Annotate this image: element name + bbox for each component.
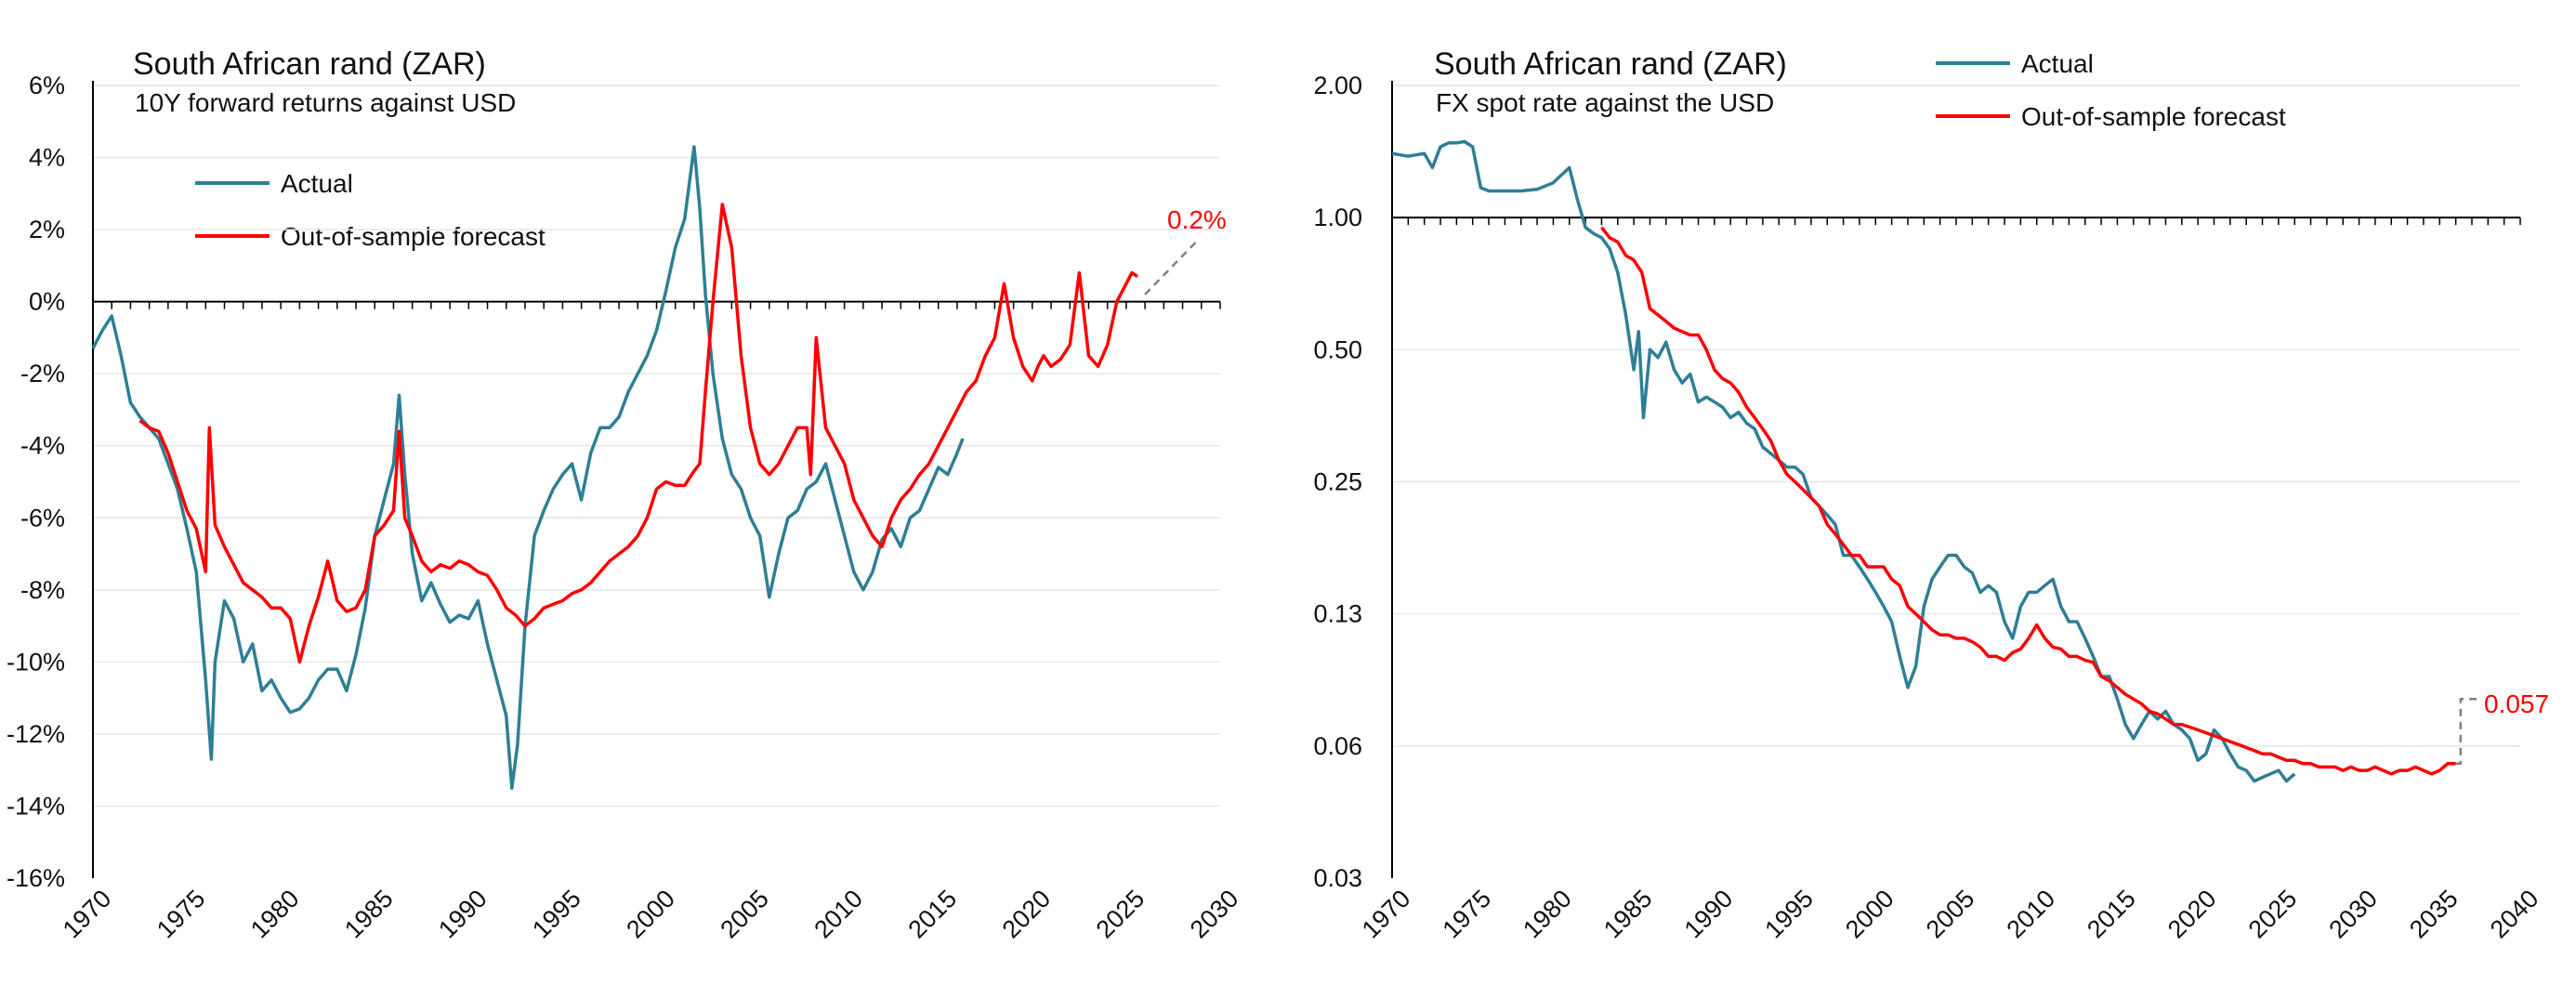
left-x-tick-label: 2025 <box>1091 885 1150 944</box>
left-x-tick-label: 1975 <box>151 885 211 944</box>
right-x-tick-label: 2015 <box>2082 885 2141 944</box>
left-series-out-of-sample-forecast <box>138 203 1138 664</box>
right-x-tick-label: 2010 <box>2002 885 2061 944</box>
left-x-tick-label: 1985 <box>339 885 399 944</box>
right-x-tick-label: 1975 <box>1438 885 1497 944</box>
left-y-tick-label: 6% <box>29 72 65 99</box>
right-y-tick-label: 2.00 <box>1313 72 1362 99</box>
left-x-tick-label: 1995 <box>527 885 586 944</box>
left-y-tick-label: -16% <box>7 864 65 892</box>
left-y-tick-label: -10% <box>7 648 65 676</box>
left-x-tick-label: 2015 <box>903 885 963 944</box>
left-x-tick-label: 2030 <box>1185 885 1244 944</box>
right-forecast-annotation: 0.057 <box>2484 689 2549 718</box>
right-x-tick-label: 2035 <box>2404 885 2464 944</box>
left-x-tick-label: 2010 <box>808 885 868 944</box>
right-series-out-of-sample-forecast <box>1600 226 2456 776</box>
right-y-tick-label: 0.03 <box>1313 864 1362 892</box>
right-x-tick-label: 2005 <box>1921 885 1980 944</box>
left-x-tick-label: 1990 <box>433 885 493 944</box>
right-chart-subtitle: FX spot rate against the USD <box>1436 88 1774 117</box>
right-x-tick-label: 2020 <box>2162 885 2222 944</box>
right-series-actual <box>1391 139 2296 783</box>
left-legend-forecast-label: Out-of-sample forecast <box>281 222 545 251</box>
right-x-tick-label: 2025 <box>2243 885 2303 944</box>
right-x-tick-label: 1995 <box>1759 885 1819 944</box>
left-legend-actual-label: Actual <box>281 169 353 198</box>
right-y-tick-label: 0.06 <box>1313 732 1362 760</box>
right-y-tick-label: 0.50 <box>1313 335 1362 363</box>
left-y-tick-label: -2% <box>20 360 65 387</box>
left-series-extrapolation <box>1144 239 1199 295</box>
left-plot-area: 6% 4% 2% 0% -2% -4% -6% -8% -10% -12% -14% -16%1970… <box>7 72 1244 943</box>
right-x-tick-label: 2040 <box>2485 885 2544 944</box>
left-series-actual <box>91 145 965 790</box>
left-y-tick-label: -8% <box>20 576 65 604</box>
left-y-tick-label: 0% <box>29 288 65 316</box>
right-series-extrapolation <box>2455 697 2477 765</box>
left-x-tick-label: 2000 <box>621 885 680 944</box>
right-y-tick-label: 0.25 <box>1313 468 1362 496</box>
right-chart-title: South African rand (ZAR) <box>1434 46 1787 82</box>
left-y-tick-label: -6% <box>20 504 65 532</box>
right-legend-actual-label: Actual <box>2021 49 2094 78</box>
right-x-tick-label: 2030 <box>2323 885 2383 944</box>
left-y-tick-label: -12% <box>7 720 65 748</box>
right-legend-forecast-label: Out-of-sample forecast <box>2021 102 2286 131</box>
right-y-tick-label: 1.00 <box>1313 204 1362 231</box>
left-y-tick-label: 2% <box>29 216 65 243</box>
right-y-tick-label: 0.13 <box>1313 600 1362 628</box>
left-x-tick-label: 2020 <box>997 885 1057 944</box>
left-y-tick-label: 4% <box>29 144 65 172</box>
right-x-tick-label: 1980 <box>1518 885 1577 944</box>
left-chart-subtitle: 10Y forward returns against USD <box>135 88 516 117</box>
left-x-tick-label: 1970 <box>58 885 117 944</box>
left-x-tick-label: 2005 <box>715 885 774 944</box>
right-x-tick-label: 2000 <box>1840 885 1899 944</box>
left-y-tick-label: -14% <box>7 792 65 820</box>
right-x-tick-label: 1985 <box>1598 885 1658 944</box>
left-x-tick-label: 1980 <box>245 885 305 944</box>
right-x-tick-label: 1970 <box>1357 885 1416 944</box>
right-x-tick-label: 1990 <box>1679 885 1739 944</box>
left-chart-title: South African rand (ZAR) <box>133 46 486 82</box>
left-y-tick-label: -4% <box>20 432 65 460</box>
